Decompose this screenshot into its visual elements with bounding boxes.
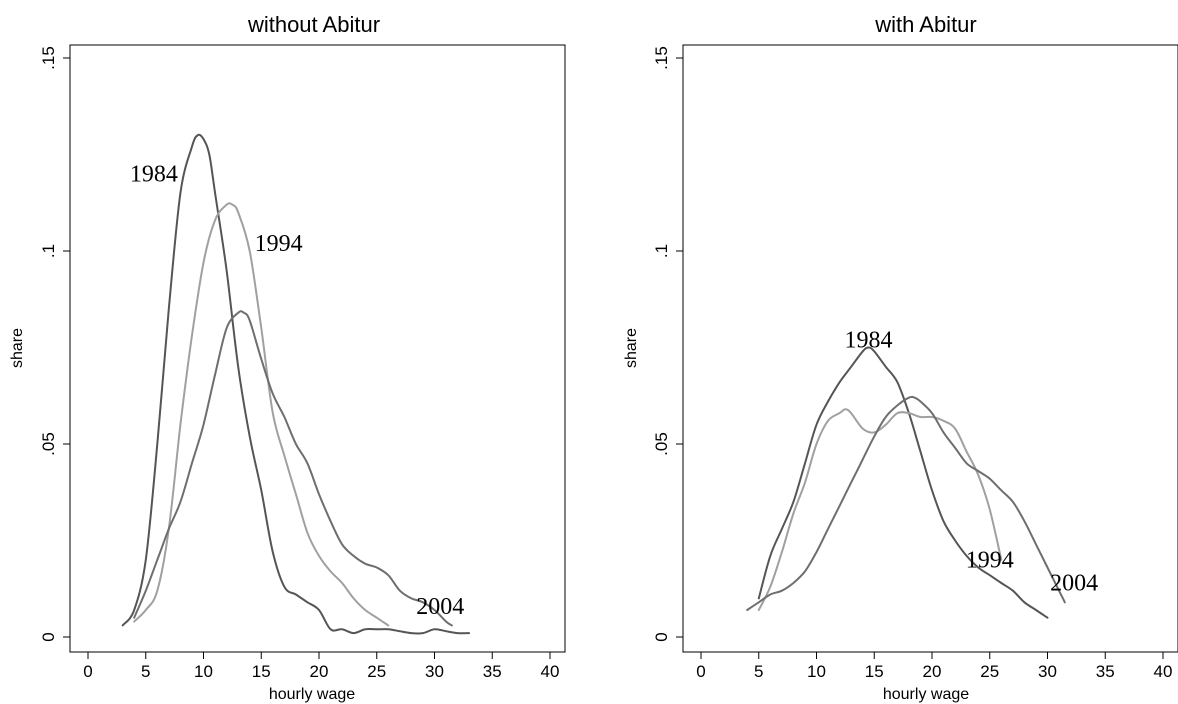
x-tick-label: 0: [696, 662, 705, 681]
x-tick-label: 25: [980, 662, 999, 681]
y-tick-label: .15: [39, 46, 58, 70]
x-tick-label: 40: [1154, 662, 1173, 681]
series-line-2004: [746, 395, 1066, 611]
tick-group: 0 5 10 15 20 25 30 35 40 0 .05 .1 .15: [39, 46, 559, 681]
series-line-1984: [757, 346, 1049, 619]
plot-frame: [682, 44, 1178, 653]
x-tick-label: 20: [310, 662, 329, 681]
y-tick-label: .1: [652, 244, 671, 258]
x-axis-label: hourly wage: [269, 686, 355, 703]
x-tick-label: 40: [541, 662, 560, 681]
x-tick-label: 5: [141, 662, 150, 681]
series-line-1984: [121, 133, 471, 635]
series-label-1984: 1984: [844, 328, 892, 354]
x-tick-label: 0: [83, 662, 92, 681]
series-label-1994: 1994: [966, 548, 1014, 574]
x-tick-label: 10: [194, 662, 213, 681]
x-axis-label: hourly wage: [883, 686, 969, 703]
x-tick-label: 30: [1038, 662, 1057, 681]
x-tick-label: 35: [1096, 662, 1115, 681]
chart-panel-with-abitur: with Abitur share hourly wage 0 5 10 15 20 25…: [623, 12, 1178, 703]
series-label-2004: 2004: [1050, 571, 1098, 597]
y-tick-label: .15: [652, 46, 671, 70]
x-tick-label: 25: [367, 662, 386, 681]
y-tick-label: .05: [652, 432, 671, 456]
plot-frame: [69, 44, 566, 653]
series-label-2004: 2004: [416, 594, 464, 620]
x-tick-label: 35: [483, 662, 502, 681]
series-group: 1984 1994 2004: [121, 133, 471, 635]
x-tick-label: 30: [425, 662, 444, 681]
series-line-1994: [757, 408, 1003, 611]
series-label-1994: 1994: [255, 231, 303, 257]
y-axis-label: share: [623, 328, 640, 368]
y-tick-label: 0: [652, 632, 671, 641]
x-tick-label: 15: [865, 662, 884, 681]
series-group: 1984 1994 2004: [746, 328, 1098, 619]
y-tick-label: 0: [39, 632, 58, 641]
series-line-1994: [133, 202, 390, 627]
chart-panel-without-abitur: without Abitur share hourly wage 0 5 10 15 2…: [9, 12, 566, 703]
x-tick-label: 5: [754, 662, 763, 681]
series-line-2004: [133, 310, 453, 627]
tick-group: 0 5 10 15 20 25 30 35 40 0 .05 .1 .15: [652, 46, 1172, 681]
y-axis-label: share: [9, 328, 26, 368]
y-tick-label: .1: [39, 244, 58, 258]
series-label-1984: 1984: [130, 162, 178, 188]
x-tick-label: 10: [807, 662, 826, 681]
chart-title: with Abitur: [874, 12, 977, 37]
x-tick-label: 15: [252, 662, 271, 681]
y-tick-label: .05: [39, 432, 58, 456]
chart-title: without Abitur: [247, 12, 380, 37]
x-tick-label: 20: [923, 662, 942, 681]
